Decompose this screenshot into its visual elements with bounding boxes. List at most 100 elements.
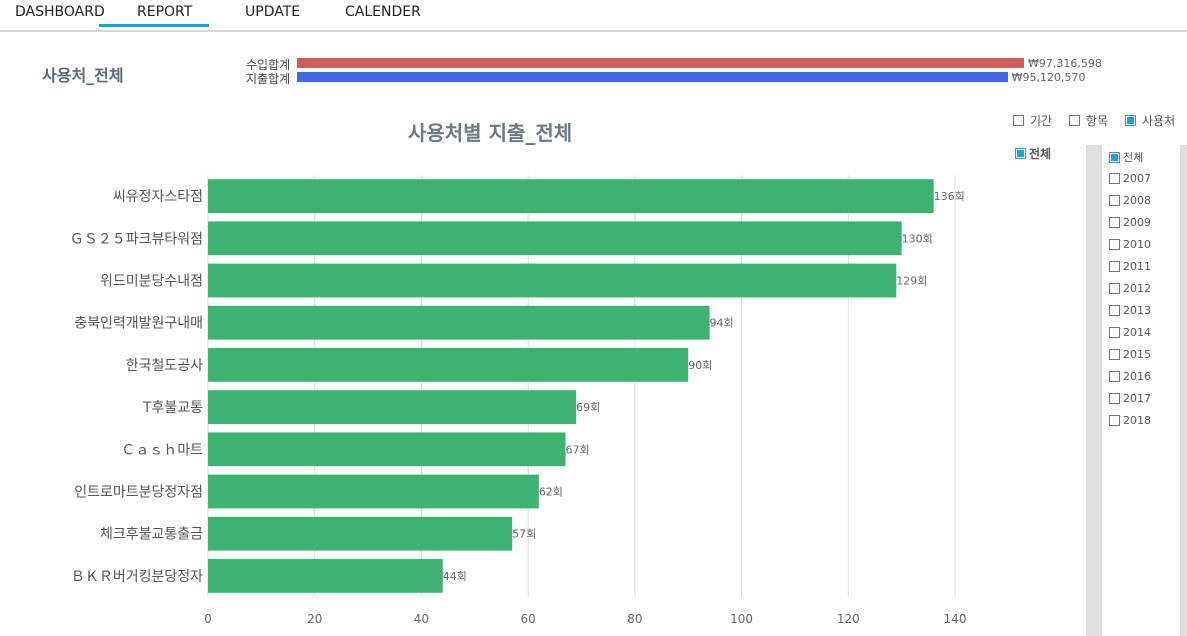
item-checkbox[interactable] <box>1069 115 1080 126</box>
bar <box>208 432 566 467</box>
all-checkbox[interactable] <box>1015 148 1026 159</box>
category-label: T후불교통 <box>142 400 203 416</box>
year-checkbox[interactable] <box>1109 172 1120 184</box>
year-checkbox[interactable] <box>1109 348 1120 360</box>
year-checkbox[interactable] <box>1109 304 1120 316</box>
year-label: 2017 <box>1123 391 1151 405</box>
tab-dashboard[interactable]: DASHBOARD <box>15 4 105 20</box>
x-tick-label: 20 <box>307 612 322 626</box>
year-label: 2010 <box>1123 237 1151 251</box>
category-label: 씨유정자스타점 <box>113 189 203 205</box>
income-value: ₩97,316,598 <box>1028 57 1102 70</box>
x-tick-label: 140 <box>944 612 967 626</box>
category-label: 충북인력개발원구내매 <box>74 316 203 332</box>
year-item[interactable]: 2012 <box>1109 281 1151 295</box>
scrollbar-right[interactable] <box>1180 145 1187 636</box>
filter-all-label: 전체 <box>1029 147 1052 161</box>
category-label: ＧＳ２５파크뷰타워점 <box>70 231 203 247</box>
bar <box>208 179 934 213</box>
year-label: 2007 <box>1123 171 1151 185</box>
category-label: ＢＫＲ버거킹분당정자 <box>71 569 203 585</box>
data-label: 130회 <box>902 232 933 245</box>
year-label: 2012 <box>1123 281 1151 295</box>
category-label: 위드미분당수내점 <box>100 274 203 290</box>
x-tick-label: 80 <box>627 612 642 626</box>
income-bar <box>297 58 1024 68</box>
bar <box>208 221 902 256</box>
expense-value: ₩95,120,570 <box>1011 71 1086 84</box>
expense-bar <box>297 72 1008 82</box>
bar <box>208 263 897 298</box>
x-tick-label: 120 <box>837 612 860 626</box>
year-item[interactable]: 2009 <box>1109 215 1151 229</box>
year-label: 2011 <box>1123 259 1151 273</box>
data-label: 69회 <box>576 401 600 414</box>
filter-period-label: 기간 <box>1030 114 1053 128</box>
category-label: 한국철도공사 <box>126 358 203 374</box>
year-item[interactable]: 2011 <box>1109 259 1151 273</box>
filter-place[interactable]: 사용처 <box>1125 112 1175 129</box>
place-checkbox[interactable] <box>1125 115 1136 126</box>
filter-period[interactable]: 기간 <box>1013 112 1052 129</box>
year-item[interactable]: 2010 <box>1109 237 1151 251</box>
year-label: 2009 <box>1123 215 1151 229</box>
year-checkbox[interactable] <box>1109 216 1120 228</box>
year-all-label: 전체 <box>1123 151 1144 164</box>
bar <box>208 559 443 593</box>
chart-title: 사용처별 지출_전체 <box>408 121 573 145</box>
filter-all[interactable]: 전체 <box>1015 145 1051 162</box>
data-label: 136회 <box>934 190 965 203</box>
data-label: 57회 <box>512 528 536 541</box>
filter-item-label: 항목 <box>1086 114 1109 128</box>
year-item[interactable]: 2013 <box>1109 303 1151 317</box>
year-label: 2008 <box>1123 193 1151 207</box>
data-label: 67회 <box>565 443 589 456</box>
income-label: 수입합계 <box>246 58 291 72</box>
year-checkbox[interactable] <box>1109 370 1120 382</box>
x-tick-label: 100 <box>730 612 753 626</box>
year-item[interactable]: 2016 <box>1109 369 1151 383</box>
x-tick-label: 0 <box>204 612 212 626</box>
year-checkbox[interactable] <box>1109 238 1120 250</box>
data-label: 44회 <box>443 570 467 583</box>
data-label: 62회 <box>539 486 563 499</box>
year-label: 2013 <box>1123 303 1151 317</box>
year-checkbox[interactable] <box>1109 392 1120 404</box>
filter-place-label: 사용처 <box>1142 114 1176 128</box>
year-checkbox[interactable] <box>1109 414 1120 426</box>
year-checkbox[interactable] <box>1109 326 1120 338</box>
year-item[interactable]: 2017 <box>1109 391 1151 405</box>
year-label: 2018 <box>1123 413 1151 427</box>
year-item[interactable]: 2018 <box>1109 413 1151 427</box>
year-checkbox[interactable] <box>1109 282 1120 294</box>
category-label: Ｃａｓｈ마트 <box>121 442 203 458</box>
data-label: 129회 <box>896 275 927 288</box>
tab-report[interactable]: REPORT <box>99 0 209 27</box>
bar-chart: 0 20 40 60 80 100 120 140 136회 씨유정자스타점 130회 ＧＳ２５파크뷰… <box>70 175 967 626</box>
year-all-checkbox[interactable] <box>1109 151 1120 163</box>
bar <box>208 305 710 340</box>
year-label: 2015 <box>1123 347 1151 361</box>
year-item[interactable]: 2014 <box>1109 325 1151 339</box>
period-checkbox[interactable] <box>1013 115 1024 126</box>
data-label: 90회 <box>688 359 712 372</box>
bar <box>208 474 539 509</box>
x-tick-label: 40 <box>414 612 429 626</box>
year-checkbox[interactable] <box>1109 194 1120 206</box>
bar <box>208 390 577 424</box>
filter-item[interactable]: 항목 <box>1069 112 1108 129</box>
scrollbar-left[interactable] <box>1086 145 1102 636</box>
year-item[interactable]: 2007 <box>1109 171 1151 185</box>
year-item[interactable]: 2015 <box>1109 347 1151 361</box>
year-label: 2014 <box>1123 325 1151 339</box>
bar <box>208 348 689 382</box>
x-tick-label: 60 <box>521 612 536 626</box>
year-all[interactable]: 전체 <box>1109 149 1143 165</box>
category-label: 인트로마트분당정자점 <box>74 485 203 501</box>
year-item[interactable]: 2008 <box>1109 193 1151 207</box>
year-checkbox[interactable] <box>1109 260 1120 272</box>
tab-update[interactable]: UPDATE <box>245 4 301 20</box>
tab-calender[interactable]: CALENDER <box>345 4 421 20</box>
expense-label: 지출합계 <box>246 72 291 86</box>
bar <box>208 516 513 551</box>
